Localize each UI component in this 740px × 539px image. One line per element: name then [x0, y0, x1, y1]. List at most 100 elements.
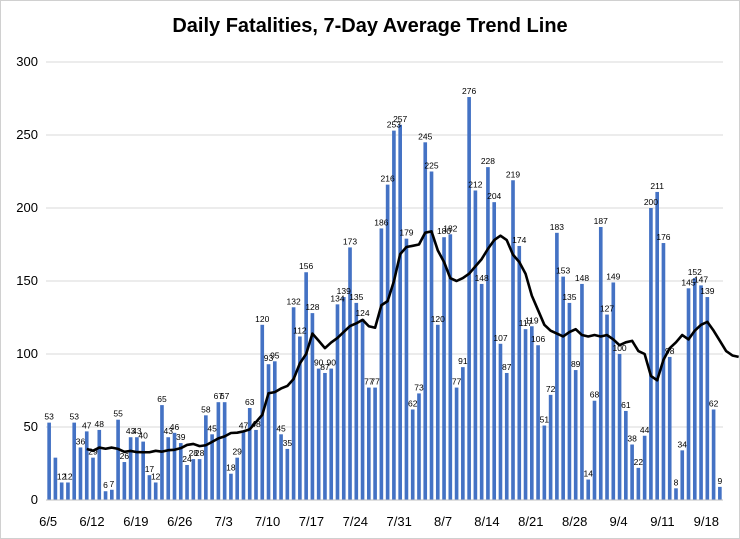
bar	[229, 473, 233, 500]
data-label: 12	[63, 471, 73, 481]
bar	[241, 431, 246, 500]
data-label: 9	[717, 476, 722, 486]
bar	[47, 422, 51, 500]
bar	[573, 370, 578, 500]
data-label: 18	[226, 463, 236, 473]
bar	[178, 443, 183, 500]
data-label: 61	[621, 400, 631, 410]
data-label: 12	[57, 471, 67, 481]
x-tick-label: 7/31	[387, 514, 412, 529]
data-label: 152	[688, 267, 702, 277]
data-label: 53	[69, 412, 79, 422]
bar	[116, 419, 120, 500]
bar	[216, 402, 221, 500]
data-label: 87	[502, 362, 512, 372]
data-label: 212	[468, 179, 482, 189]
data-label: 147	[694, 274, 708, 284]
data-label: 35	[283, 438, 293, 448]
y-tick-label: 250	[16, 127, 38, 142]
bar	[91, 457, 95, 500]
bar	[711, 409, 716, 500]
bar	[642, 435, 647, 500]
bar	[279, 434, 283, 500]
data-label: 91	[458, 356, 468, 366]
x-tick-label: 6/19	[123, 514, 148, 529]
data-label: 47	[82, 420, 92, 430]
chart-title: Daily Fatalities, 7-Day Average Trend Li…	[172, 15, 568, 37]
bar	[298, 336, 302, 500]
data-label: 12	[151, 471, 161, 481]
bar	[442, 237, 446, 500]
bar	[166, 437, 171, 500]
bar	[348, 247, 352, 500]
x-tick-label: 8/21	[518, 514, 543, 529]
data-label: 93	[264, 353, 274, 363]
data-label: 139	[337, 286, 351, 296]
x-tick-label: 8/28	[562, 514, 587, 529]
bar	[680, 450, 685, 500]
bar	[473, 190, 478, 501]
bar	[555, 232, 559, 500]
data-label: 73	[414, 382, 424, 392]
bar	[153, 482, 158, 500]
bar	[222, 402, 227, 500]
data-label: 204	[487, 191, 501, 201]
data-label: 216	[381, 174, 395, 184]
bar	[254, 429, 258, 500]
data-label: 43	[132, 426, 142, 436]
bar	[586, 479, 591, 500]
bar	[718, 486, 722, 500]
x-tick-label: 9/4	[610, 514, 628, 529]
data-label: 219	[506, 169, 520, 179]
bar	[392, 130, 396, 500]
data-label: 29	[232, 447, 242, 457]
x-tick-label: 6/5	[39, 514, 57, 529]
bar	[636, 467, 641, 500]
data-label: 176	[656, 232, 670, 242]
bar	[341, 297, 346, 500]
bar	[454, 387, 459, 500]
data-label: 187	[594, 216, 608, 226]
data-label: 14	[583, 469, 593, 479]
data-label: 89	[571, 359, 581, 369]
bar	[542, 425, 547, 500]
bar	[84, 431, 89, 500]
data-label: 156	[299, 261, 313, 271]
data-label: 106	[531, 334, 545, 344]
data-label: 139	[700, 286, 714, 296]
data-label: 257	[393, 114, 407, 124]
bar	[429, 171, 434, 500]
data-label: 119	[525, 315, 539, 325]
bar	[235, 457, 240, 500]
x-tick-label: 8/7	[434, 514, 452, 529]
bar	[529, 326, 534, 500]
data-label: 47	[239, 420, 249, 430]
data-label: 148	[475, 273, 489, 283]
x-tick-label: 9/18	[694, 514, 719, 529]
bar	[667, 356, 672, 500]
data-label: 124	[355, 308, 369, 318]
bar	[354, 302, 359, 500]
bar	[448, 234, 453, 500]
data-label: 132	[287, 296, 301, 306]
data-label: 63	[245, 397, 255, 407]
bar	[674, 488, 678, 500]
data-label: 98	[665, 346, 675, 356]
bar	[103, 491, 108, 500]
bar	[630, 444, 634, 500]
data-label: 72	[546, 384, 556, 394]
data-label: 62	[408, 398, 418, 408]
bar	[97, 429, 102, 500]
y-tick-label: 50	[24, 419, 38, 434]
bar	[135, 437, 139, 500]
bar	[210, 434, 214, 500]
data-label: 135	[349, 292, 363, 302]
data-label: 77	[370, 377, 380, 387]
data-label: 120	[255, 314, 269, 324]
trend-line	[86, 230, 739, 454]
bar	[128, 437, 133, 500]
y-tick-label: 100	[16, 346, 38, 361]
data-label: 67	[214, 391, 224, 401]
